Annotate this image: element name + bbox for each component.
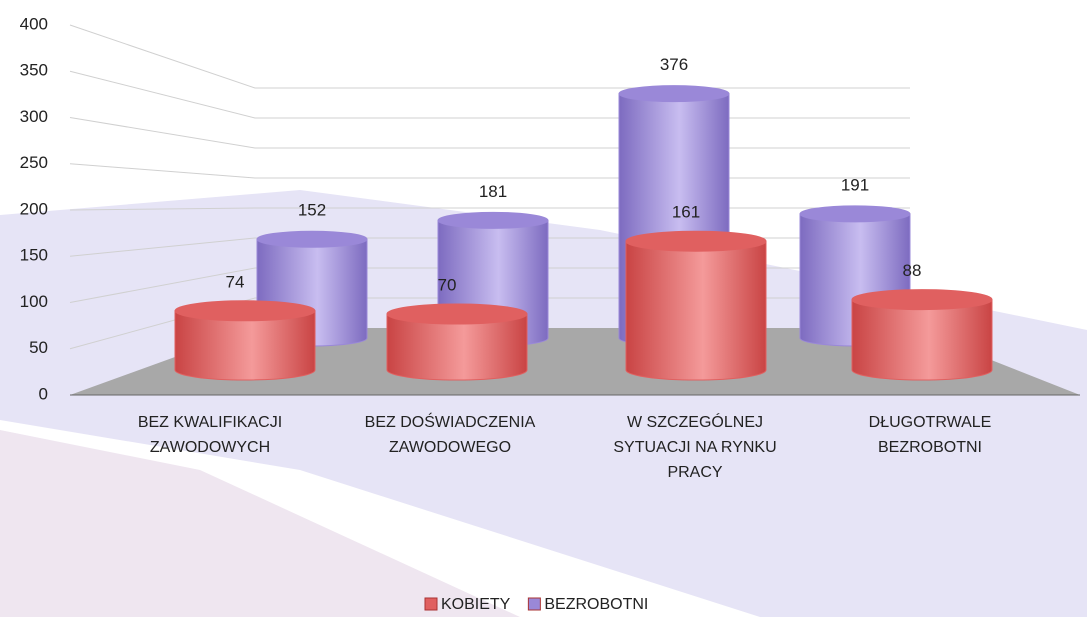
- cylinder-top: [438, 212, 548, 228]
- x-tick-label: BEZ KWALIFIKACJI ZAWODOWYCH: [110, 410, 310, 460]
- cylinder-top: [626, 231, 766, 251]
- legend-swatch: [425, 598, 437, 610]
- value-label: 191: [841, 175, 869, 194]
- cylinder-top: [619, 86, 729, 102]
- legend-swatch: [528, 598, 540, 610]
- y-tick-label: 150: [20, 246, 48, 265]
- cylinder: [852, 300, 992, 380]
- y-tick-label: 350: [20, 61, 48, 80]
- cylinder-top: [800, 206, 910, 222]
- grid-line: [70, 25, 910, 88]
- x-tick-label: BEZ DOŚWIADCZENIA ZAWODOWEGO: [350, 410, 550, 460]
- value-label: 152: [298, 201, 326, 220]
- y-tick-label: 0: [39, 384, 48, 403]
- value-label: 88: [903, 261, 922, 280]
- legend-label: KOBIETY: [441, 596, 511, 613]
- x-tick-label: DŁUGOTRWALE BEZROBOTNI: [830, 410, 1030, 460]
- value-label: 74: [226, 272, 245, 291]
- cylinder-top: [852, 290, 992, 310]
- x-tick-label: W SZCZEGÓLNEJ SYTUACJI NA RYNKU PRACY: [595, 410, 795, 485]
- cylinder-top: [175, 301, 315, 321]
- y-tick-label: 50: [29, 338, 48, 357]
- value-label: 70: [438, 275, 457, 294]
- value-label: 376: [660, 55, 688, 74]
- cylinder-top: [257, 231, 367, 247]
- legend-label: BEZROBOTNI: [544, 596, 648, 613]
- cylinder-top: [387, 304, 527, 324]
- y-tick-label: 300: [20, 107, 48, 126]
- y-tick-label: 400: [20, 14, 48, 33]
- y-tick-label: 200: [20, 199, 48, 218]
- grid-line: [70, 118, 910, 149]
- value-label: 181: [479, 182, 507, 201]
- y-tick-label: 250: [20, 153, 48, 172]
- grid-line: [70, 164, 910, 178]
- y-tick-label: 100: [20, 292, 48, 311]
- chart: 0 50 100 150 200 250 300 350 400 152 181 376 191 74 70…: [0, 0, 1087, 617]
- grid-line: [70, 71, 910, 118]
- cylinder: [626, 241, 766, 380]
- chart-page: 0 50 100 150 200 250 300 350 400 152 181 376 191 74 70…: [0, 0, 1087, 617]
- value-label: 161: [672, 203, 700, 222]
